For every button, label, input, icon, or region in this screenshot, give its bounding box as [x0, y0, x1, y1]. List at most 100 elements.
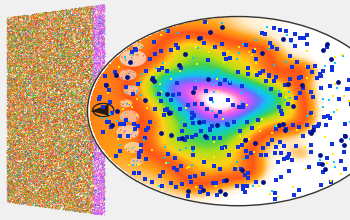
Point: [37, 126, 43, 130]
Point: [59, 19, 64, 23]
Point: [75, 108, 80, 111]
Point: [36, 45, 41, 48]
Point: [54, 95, 59, 99]
Point: [98, 88, 104, 92]
Point: [88, 137, 94, 141]
Point: [9, 193, 14, 196]
Point: [34, 198, 40, 202]
Point: [72, 18, 78, 22]
Point: [60, 165, 65, 169]
Point: [40, 176, 45, 180]
Point: [88, 180, 94, 183]
Point: [11, 141, 16, 145]
Point: [78, 199, 84, 202]
Point: [86, 79, 92, 82]
Point: [38, 55, 44, 59]
Point: [25, 80, 31, 84]
Point: [12, 182, 17, 186]
Point: [46, 206, 51, 209]
Point: [96, 121, 101, 125]
Point: [63, 186, 69, 190]
Point: [89, 181, 95, 184]
Point: [18, 190, 24, 193]
Point: [97, 46, 103, 49]
Point: [39, 186, 45, 190]
Point: [23, 174, 29, 177]
Point: [42, 81, 47, 84]
Point: [74, 78, 80, 81]
Point: [5, 125, 10, 129]
Point: [36, 64, 42, 68]
Point: [18, 76, 23, 79]
Point: [37, 158, 42, 162]
Point: [74, 204, 80, 207]
Point: [28, 204, 34, 207]
Point: [68, 107, 74, 111]
Point: [90, 91, 95, 95]
Point: [84, 35, 90, 39]
Point: [60, 170, 65, 173]
Point: [90, 15, 96, 19]
Point: [43, 60, 49, 63]
Point: [91, 93, 97, 96]
Point: [55, 115, 60, 119]
Point: [50, 186, 56, 190]
Point: [42, 35, 48, 39]
Point: [45, 157, 50, 160]
Point: [28, 128, 33, 131]
Point: [54, 15, 59, 19]
Point: [65, 85, 71, 89]
Point: [51, 154, 57, 157]
Point: [85, 202, 91, 205]
Point: [68, 137, 73, 141]
Point: [75, 183, 80, 187]
Point: [47, 102, 52, 106]
Point: [53, 13, 58, 16]
Point: [98, 101, 103, 105]
Point: [57, 141, 62, 145]
Point: [80, 13, 85, 16]
Point: [36, 160, 41, 163]
Point: [13, 159, 19, 163]
Point: [21, 65, 26, 68]
Point: [65, 151, 71, 154]
Point: [89, 171, 94, 175]
Point: [44, 141, 50, 145]
Point: [60, 44, 65, 48]
Point: [68, 24, 73, 28]
Point: [91, 121, 97, 124]
Point: [6, 30, 12, 33]
Point: [55, 145, 60, 148]
Point: [26, 174, 31, 178]
Point: [6, 99, 11, 102]
Point: [73, 14, 78, 17]
Point: [41, 150, 47, 153]
Point: [67, 163, 72, 166]
Point: [13, 36, 19, 39]
Point: [87, 35, 92, 38]
Point: [38, 24, 44, 27]
Point: [80, 138, 86, 142]
Point: [57, 80, 63, 83]
Point: [22, 51, 28, 54]
Point: [37, 145, 43, 148]
Point: [63, 135, 69, 139]
Point: [45, 163, 50, 167]
Point: [33, 176, 39, 179]
Point: [49, 141, 55, 145]
Point: [7, 145, 13, 149]
Point: [18, 130, 23, 134]
Point: [66, 48, 72, 52]
Point: [85, 98, 90, 102]
Point: [6, 153, 12, 157]
Point: [60, 156, 65, 159]
Point: [78, 101, 83, 105]
Point: [32, 174, 38, 177]
Point: [14, 195, 20, 199]
Point: [29, 92, 35, 96]
Point: [13, 17, 18, 21]
Point: [33, 79, 38, 83]
Point: [99, 207, 105, 211]
Point: [81, 68, 86, 72]
Point: [25, 31, 31, 35]
